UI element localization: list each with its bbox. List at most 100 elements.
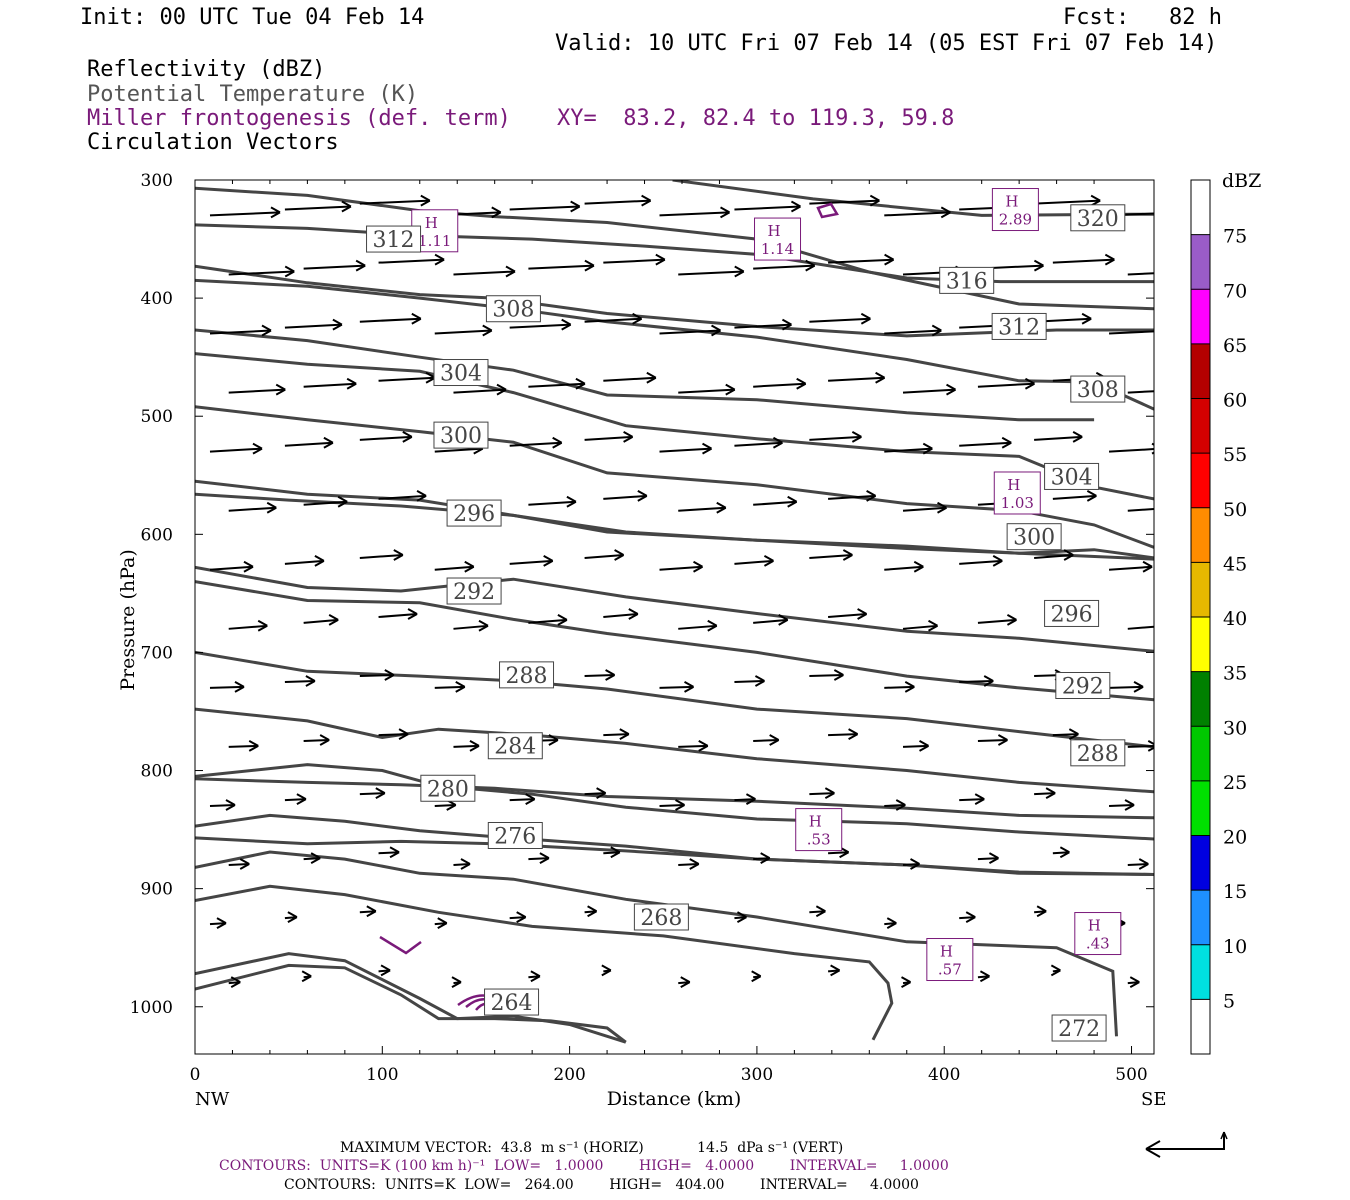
circulation-vector [528, 259, 595, 272]
theta-contour-304 [195, 405, 1154, 549]
contour-label-292: 292 [1055, 672, 1111, 700]
circulation-vector [828, 371, 886, 384]
axes: 300 400 500 600 700 800 900 1000 0 100 200 300 400 50… [130, 171, 1154, 1085]
contour-label-296: 296 [1044, 599, 1100, 627]
contour-label-280: 280 [420, 774, 476, 802]
svg-text:288: 288 [506, 664, 548, 689]
theta-contour-268 [195, 884, 894, 1041]
x-tick-label: 500 [1115, 1065, 1147, 1085]
circulation-vector [753, 614, 789, 626]
circulation-vector [359, 549, 404, 561]
circulation-vector [753, 377, 807, 390]
circulation-vector [1108, 560, 1153, 573]
y-tick-label: 400 [141, 289, 173, 309]
circulation-vector [284, 675, 316, 687]
colorbar-label: 65 [1223, 335, 1247, 357]
svg-text:276: 276 [494, 825, 536, 850]
circulation-vector [828, 728, 859, 740]
x-tick-label: 400 [928, 1065, 960, 1085]
circulation-vector [753, 495, 798, 508]
svg-text:312: 312 [998, 315, 1040, 340]
max-h-label: H [1007, 476, 1020, 494]
circulation-vector [1127, 625, 1154, 630]
x-end-left-label: NW [195, 1089, 230, 1110]
contour-label-316: 316 [939, 266, 995, 294]
frontogenesis-max-3: H1.03 [993, 471, 1041, 515]
circulation-vector [378, 964, 391, 977]
svg-text:292: 292 [1062, 675, 1104, 700]
circulation-vector [359, 430, 413, 443]
circulation-vector [751, 970, 762, 983]
circulation-vector [977, 377, 1035, 390]
circulation-vector [1034, 905, 1047, 918]
circulation-vector [528, 614, 568, 626]
circulation-vector [678, 976, 691, 989]
circulation-vector [809, 430, 862, 443]
y-tick-label: 300 [141, 171, 173, 191]
theta-contour-292 [195, 650, 1154, 749]
theta-contour-264 [195, 952, 627, 1044]
max-value-label: 1.03 [1001, 494, 1034, 512]
reference-vector-arrow [1145, 1131, 1228, 1158]
circulation-vector [902, 501, 947, 514]
y-tick-label: 800 [141, 762, 173, 782]
frontogenesis-max-1: H1.14 [754, 217, 802, 261]
max-value-label: 1.11 [418, 232, 451, 250]
circulation-vector [584, 549, 625, 561]
field-reflectivity: Reflectivity (dBZ) [87, 57, 326, 82]
colorbar-swatch [1191, 507, 1210, 563]
xy-section: XY= 83.2, 82.4 to 119.3, 59.8 [557, 106, 955, 131]
circulation-vector [453, 740, 480, 752]
svg-text:300: 300 [440, 424, 482, 449]
circulation-vector [884, 324, 942, 337]
colorbar-swatch [1191, 671, 1210, 727]
circulation-vector [678, 858, 700, 870]
y-axis-label: Pressure (hPa) [117, 549, 139, 691]
theta-contour-292 [195, 707, 1154, 794]
circulation-vector [884, 799, 906, 811]
svg-text:312: 312 [373, 228, 415, 253]
circulation-vector [453, 619, 489, 632]
svg-text:304: 304 [440, 362, 482, 387]
y-tick-label: 900 [141, 880, 173, 900]
circulation-vector [734, 911, 747, 924]
circulation-vector [1034, 194, 1101, 207]
circulation-vector [209, 799, 236, 811]
circulation-vector [378, 490, 427, 502]
circulation-vector [1034, 787, 1056, 800]
colorbar: 5 10 15 20 25 30 35 40 45 50 55 60 65 70 75 [1190, 179, 1247, 1055]
circulation-vector [209, 324, 272, 337]
valid-time: Valid: 10 UTC Fri 07 Feb 14 (05 EST Fri … [555, 31, 1218, 56]
circulation-vector [959, 675, 994, 687]
circulation-vector [959, 793, 985, 805]
circulation-vector [434, 917, 448, 929]
circulation-vector [678, 619, 718, 632]
circulation-vector [509, 436, 563, 449]
circulation-vector [603, 253, 666, 266]
circulation-vector [453, 383, 507, 396]
circulation-vector [228, 265, 295, 278]
circulation-vector [1052, 728, 1079, 740]
circulation-vector [828, 964, 841, 977]
max-h-label: H [809, 813, 822, 831]
colorbar-swatch [1191, 180, 1210, 235]
circulation-vector [659, 206, 731, 219]
circulation-vector [1108, 442, 1154, 455]
circulation-vector [1127, 976, 1140, 989]
circulation-vector [603, 608, 639, 620]
colorbar-swatch [1191, 289, 1210, 344]
frontogenesis-contour-c [816, 202, 839, 219]
colorbar-label: 75 [1223, 226, 1247, 248]
colorbar-swatch [1191, 398, 1210, 454]
theta-contour-308 [195, 328, 1095, 422]
circulation-vector [303, 852, 321, 864]
colorbar-swatch [1191, 835, 1210, 891]
contours-theta-text: CONTOURS: UNITS=K LOW= 264.00 HIGH= 404.… [284, 1177, 919, 1193]
circulation-vector [584, 312, 643, 325]
contours-frontogenesis-text: CONTOURS: UNITS=K (100 km h)⁻¹ LOW= 1.00… [219, 1158, 949, 1174]
circulation-vector [902, 858, 920, 870]
circulation-vector [359, 194, 431, 207]
plot-frame [194, 179, 1155, 1055]
colorbar-label: 35 [1223, 663, 1247, 685]
circulation-vector [809, 787, 835, 800]
